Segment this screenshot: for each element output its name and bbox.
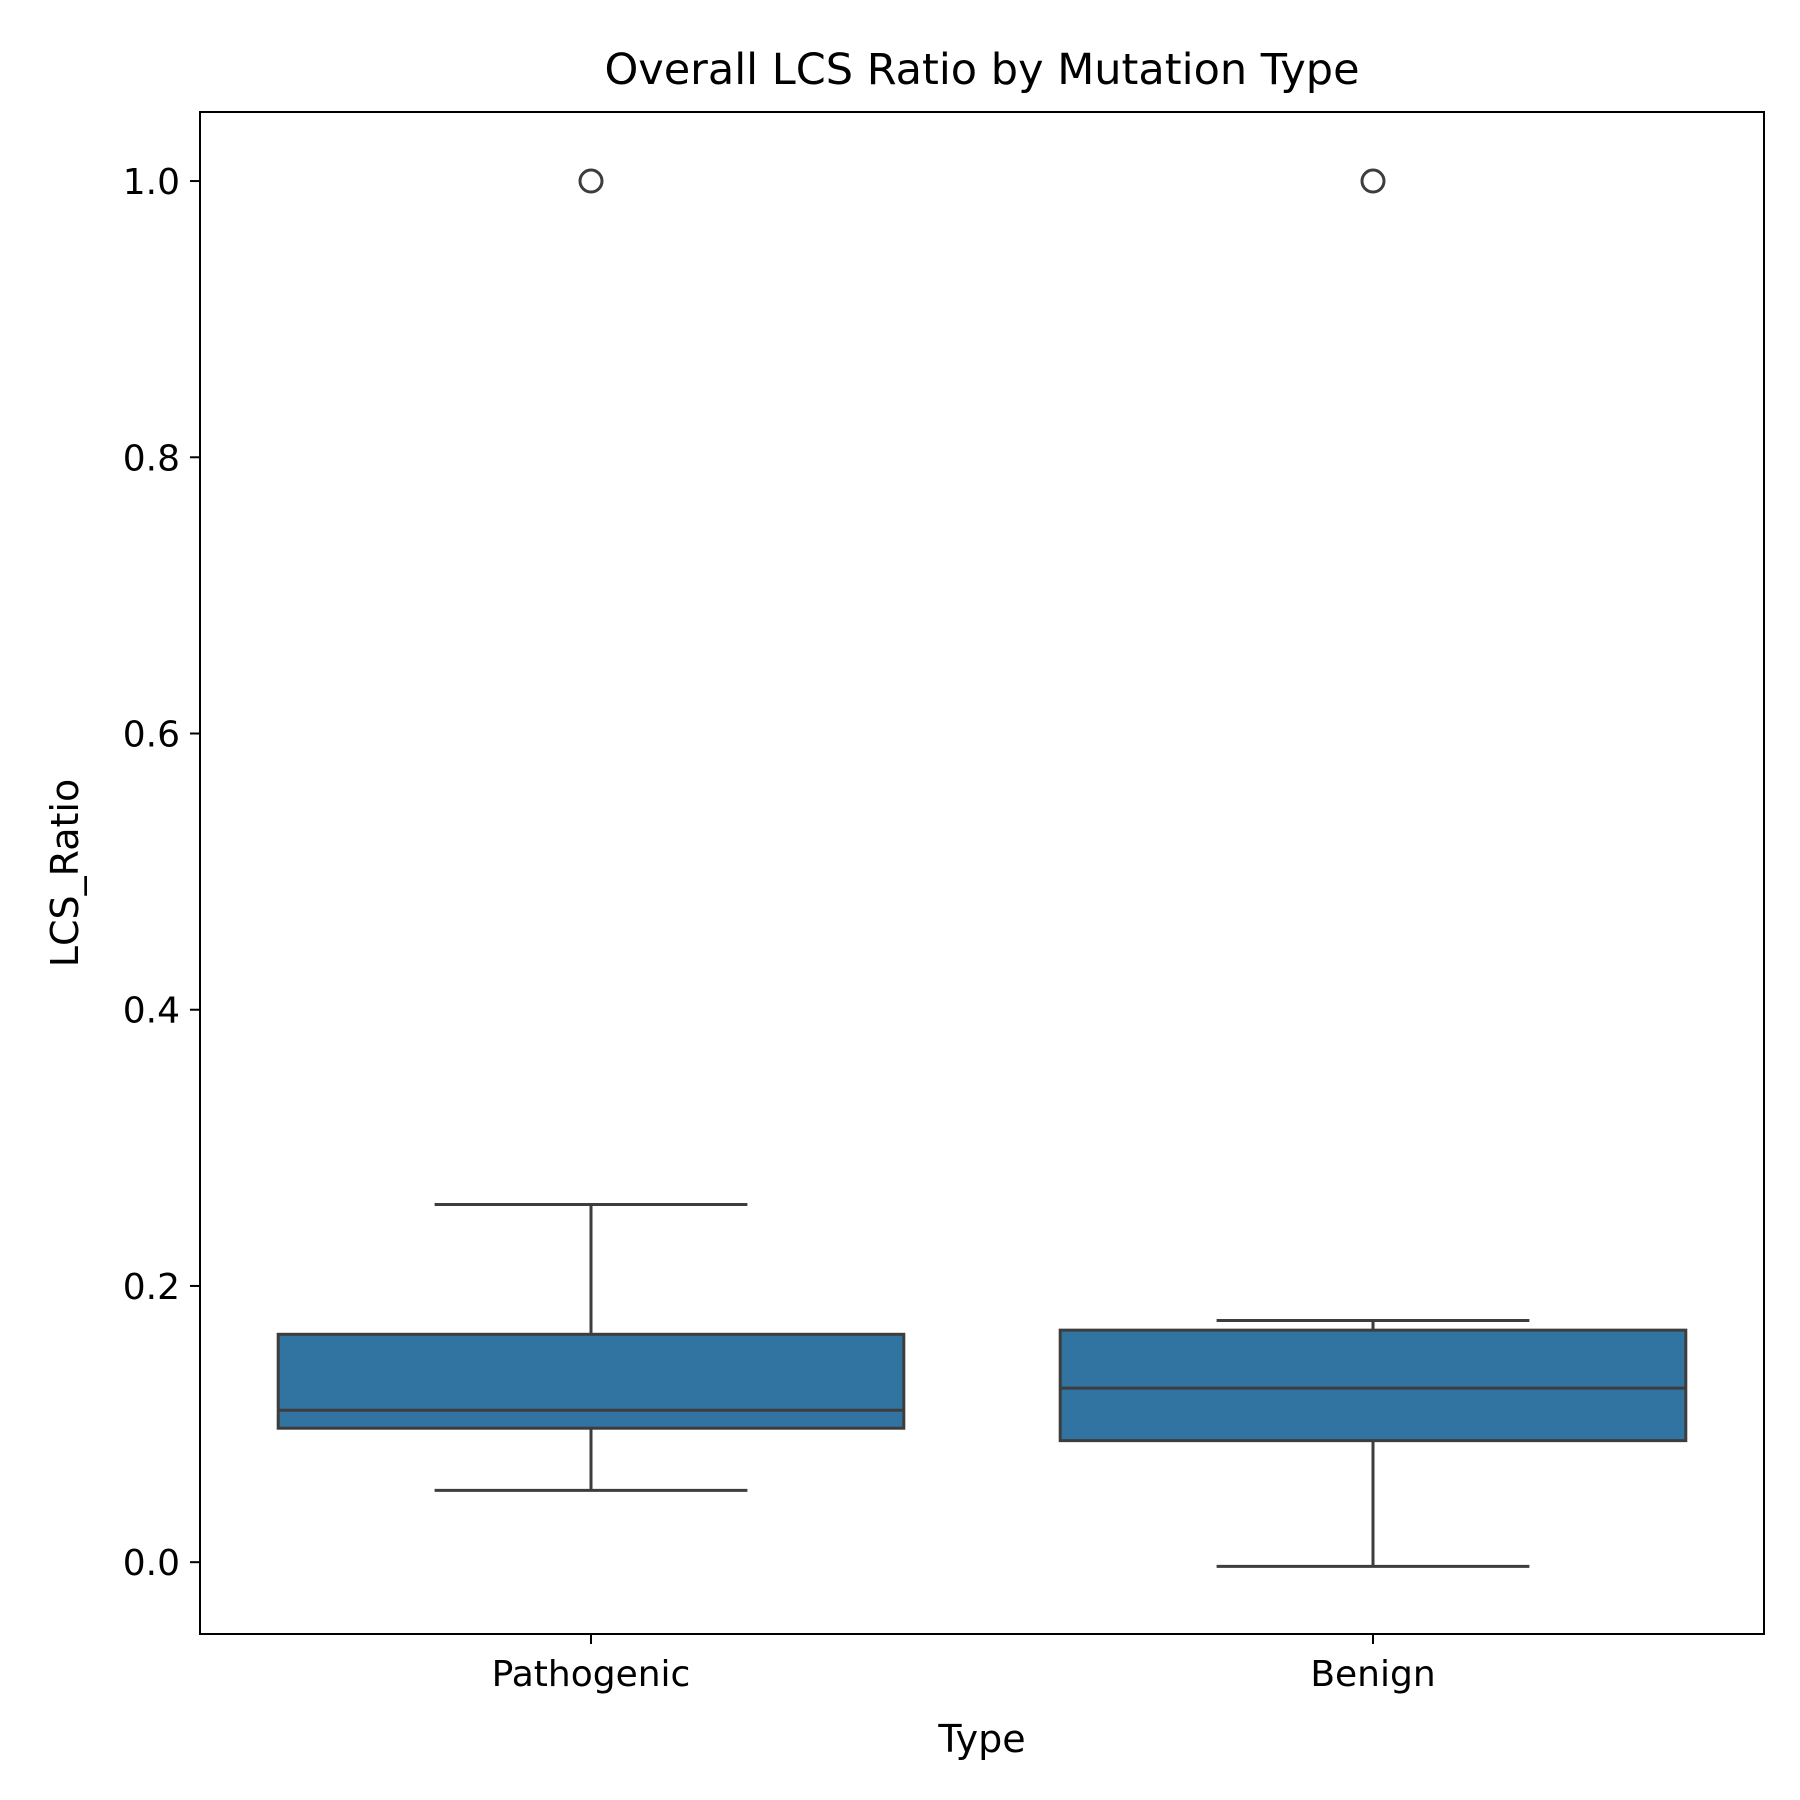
- plot-frame: [199, 111, 1765, 1635]
- y-axis: 0.0 0.2 0.4 0.6 0.8 1.0: [123, 162, 200, 1584]
- y-tick-label: 0.8: [123, 438, 180, 479]
- y-tick-label: 0.6: [123, 715, 180, 756]
- y-tick-label: 0.4: [123, 991, 180, 1032]
- iqr-box: [1058, 1328, 1688, 1443]
- x-tick-label: Pathogenic: [492, 1654, 691, 1695]
- box-pathogenic: [276, 168, 906, 1492]
- outlier-point: [578, 168, 604, 194]
- y-axis-label: LCS_Ratio: [43, 779, 87, 967]
- x-axis-label: Type: [937, 1717, 1025, 1761]
- y-tick-label: 0.2: [123, 1267, 180, 1308]
- outlier-point: [1360, 168, 1386, 194]
- x-axis: Pathogenic Benign: [492, 1634, 1436, 1695]
- chart-title: Overall LCS Ratio by Mutation Type: [604, 45, 1359, 95]
- x-tick-label: Benign: [1310, 1654, 1435, 1695]
- plot-marks: [276, 168, 1688, 1568]
- y-tick-label: 1.0: [123, 162, 180, 203]
- y-tick-label: 0.0: [123, 1543, 180, 1584]
- box-benign: [1058, 168, 1688, 1568]
- iqr-box: [276, 1332, 906, 1430]
